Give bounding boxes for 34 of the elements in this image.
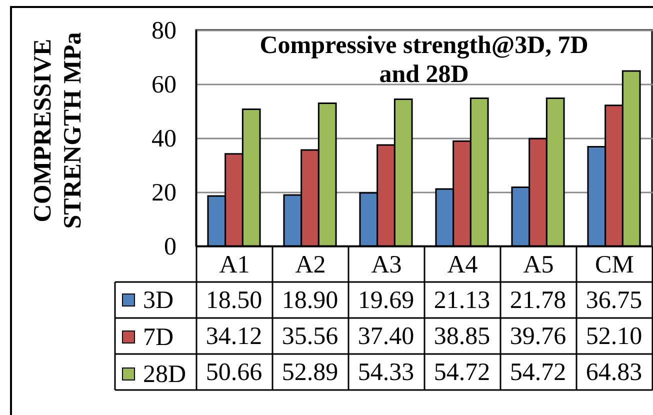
data-label: 37.40 bbox=[358, 323, 414, 350]
text: Compressive strength@3D, 7D and 28D bbox=[260, 32, 588, 88]
data-label: 21.78 bbox=[510, 287, 566, 314]
data-label: 64.83 bbox=[586, 359, 642, 386]
data-label: 19.69 bbox=[358, 287, 414, 314]
data-label: 35.56 bbox=[282, 323, 338, 350]
x-tick-label: A1 bbox=[219, 252, 250, 278]
data-label: 39.76 bbox=[510, 323, 566, 350]
y-tick-label: 0 bbox=[164, 234, 176, 260]
x-tick-label: CM bbox=[595, 252, 634, 278]
x-tick-label: A2 bbox=[295, 252, 326, 278]
x-tick-label: A3 bbox=[371, 252, 402, 278]
data-label: 54.72 bbox=[510, 359, 566, 386]
data-label: 54.33 bbox=[358, 359, 414, 386]
y-tick-label: 60 bbox=[152, 72, 176, 98]
data-label: 36.75 bbox=[586, 287, 642, 314]
y-axis-title: COMPRESSIVE STRENGTH MPa bbox=[30, 32, 86, 229]
legend-label: 3D bbox=[143, 287, 174, 314]
data-label: 34.12 bbox=[206, 323, 262, 350]
y-tick-label: 20 bbox=[152, 180, 176, 206]
data-label: 18.50 bbox=[206, 287, 262, 314]
legend-label: 7D bbox=[143, 324, 174, 351]
data-label: 52.89 bbox=[282, 359, 338, 386]
data-label: 38.85 bbox=[434, 323, 490, 350]
x-tick-label: A5 bbox=[523, 252, 554, 278]
x-tick-label: A4 bbox=[447, 252, 478, 278]
y-tick-label: 80 bbox=[152, 18, 176, 44]
legend-label: 28D bbox=[143, 361, 186, 388]
data-label: 54.72 bbox=[434, 359, 490, 386]
data-label: 21.13 bbox=[434, 287, 490, 314]
y-tick-label: 40 bbox=[152, 126, 176, 152]
data-label: 52.10 bbox=[586, 323, 642, 350]
data-label: 50.66 bbox=[206, 359, 262, 386]
data-label: 18.90 bbox=[282, 287, 338, 314]
